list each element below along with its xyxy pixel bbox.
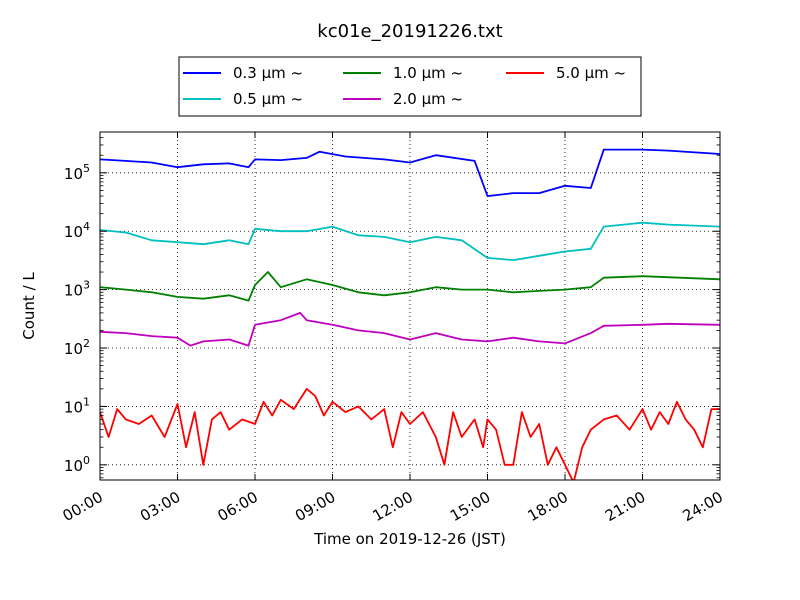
y-tick-labels: 100 101 102 103 104 105 (64, 162, 90, 475)
series-line-1 (100, 148, 720, 197)
legend: 0.3 μm ~ 0.5 μm ~ 1.0 μm ~ 2.0 μm ~ 5.0 μm ~ (178, 56, 642, 117)
x-tick-label: 12:00 (370, 488, 416, 525)
legend-item: 2.0 μm ~ (343, 90, 463, 108)
x-tick-label: 24:00 (680, 488, 726, 525)
y-tick-label: 102 (64, 337, 90, 358)
series-line-2 (100, 221, 720, 261)
legend-item: 0.5 μm ~ (183, 90, 303, 108)
x-tick-label: 00:00 (60, 488, 106, 525)
y-tick-label: 103 (64, 279, 90, 300)
y-tick-label: 101 (64, 395, 90, 416)
axis-ticks (99, 131, 721, 480)
legend-label: 2.0 μm ~ (393, 90, 463, 108)
series-lines (100, 148, 720, 480)
series-line-5 (100, 388, 720, 480)
legend-label: 0.5 μm ~ (233, 90, 303, 108)
legend-item: 5.0 μm ~ (506, 64, 626, 82)
x-tick-label: 03:00 (137, 488, 183, 525)
y-axis-title: Count / L (20, 272, 38, 340)
series-line-3 (100, 271, 720, 302)
x-tick-label: 06:00 (215, 488, 261, 525)
y-tick-label: 105 (64, 162, 90, 183)
legend-label: 5.0 μm ~ (556, 64, 626, 82)
legend-label: 0.3 μm ~ (233, 64, 303, 82)
legend-item: 1.0 μm ~ (343, 64, 463, 82)
series-line-4 (100, 312, 720, 347)
y-tick-label: 100 (64, 454, 90, 475)
legend-frame (178, 56, 642, 117)
x-tick-label: 09:00 (292, 488, 338, 525)
legend-item: 0.3 μm ~ (183, 64, 303, 82)
grid (99, 132, 721, 480)
x-tick-label: 15:00 (447, 488, 493, 525)
x-tick-label: 21:00 (602, 488, 648, 525)
x-tick-labels: 00:00 03:00 06:00 09:00 12:00 15:00 18:00 21:00… (60, 488, 726, 525)
x-axis-title: Time on 2019-12-26 (JST) (313, 530, 506, 548)
x-tick-label: 18:00 (525, 488, 571, 525)
legend-label: 1.0 μm ~ (393, 64, 463, 82)
y-tick-label: 104 (64, 220, 90, 241)
chart-title: kc01e_20191226.txt (317, 21, 502, 42)
